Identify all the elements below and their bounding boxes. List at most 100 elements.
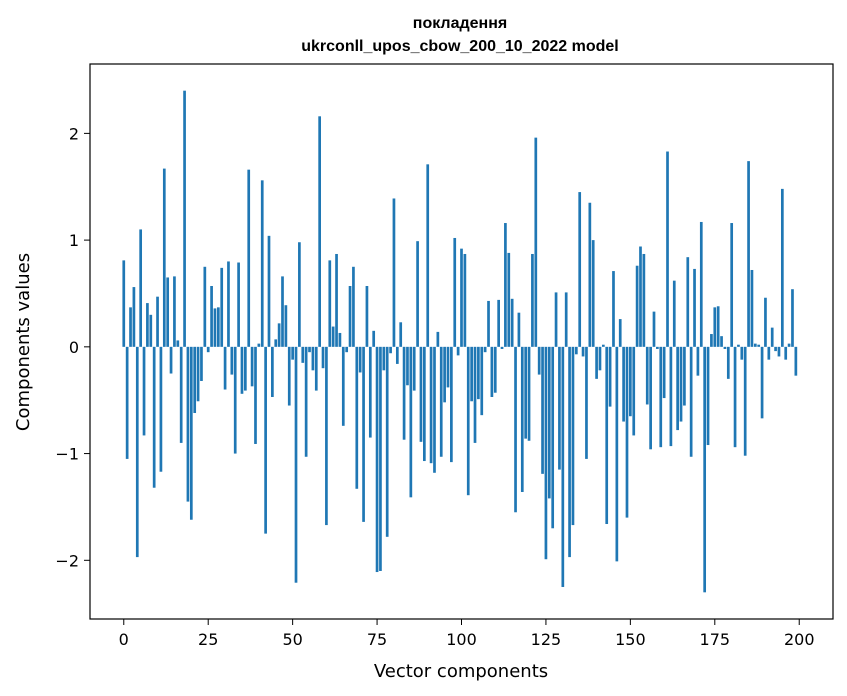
bar-61 (328, 260, 332, 347)
bar-169 (693, 268, 696, 347)
bar-29 (220, 267, 224, 347)
bar-80 (392, 198, 396, 347)
bar-5 (139, 229, 143, 347)
y-axis-label: Components values (13, 253, 34, 431)
bar-154 (642, 253, 646, 347)
bar-44 (271, 346, 274, 397)
bar-127 (551, 346, 555, 529)
bar-48 (284, 305, 288, 347)
bar-99 (456, 346, 460, 356)
bar-20 (189, 346, 193, 520)
bar-123 (537, 346, 541, 375)
bar-77 (382, 346, 386, 371)
bar-156 (649, 346, 652, 450)
bar-53 (301, 346, 305, 363)
bar-180 (730, 223, 734, 347)
y-tick-label: −1 (55, 445, 79, 464)
bar-series (122, 90, 798, 593)
bar-64 (338, 332, 342, 347)
bar-54 (304, 346, 308, 457)
bar-18 (183, 90, 186, 347)
bar-38 (250, 346, 254, 387)
bar-134 (574, 346, 578, 355)
bar-75 (375, 346, 379, 573)
bar-163 (672, 280, 676, 347)
bar-153 (639, 246, 642, 347)
bar-55 (308, 346, 311, 353)
bar-93 (436, 331, 440, 347)
bar-34 (237, 262, 240, 347)
x-tick-label: 200 (784, 630, 815, 649)
bar-19 (186, 346, 190, 502)
bar-73 (368, 346, 372, 438)
bar-176 (716, 306, 720, 347)
chart-subtitle: ukrconll_upos_cbow_200_10_2022 model (301, 38, 618, 55)
bar-162 (669, 346, 673, 447)
bar-135 (578, 192, 582, 347)
bar-24 (203, 266, 207, 347)
bar-23 (200, 346, 203, 381)
bar-40 (257, 343, 261, 347)
bar-173 (706, 346, 710, 446)
bar-76 (379, 346, 382, 571)
bar-120 (527, 346, 531, 441)
bar-178 (723, 346, 727, 349)
bar-57 (314, 346, 318, 391)
bar-67 (348, 286, 352, 347)
bar-51 (294, 346, 298, 583)
bar-71 (362, 346, 365, 522)
bar-68 (352, 266, 355, 347)
bar-185 (747, 161, 750, 347)
y-tick-label: 0 (69, 338, 79, 357)
bar-32 (230, 346, 234, 375)
bar-21 (193, 346, 197, 414)
bar-155 (645, 346, 649, 405)
bar-136 (581, 346, 585, 357)
y-tick-label: −2 (55, 551, 79, 570)
bar-31 (227, 261, 230, 347)
bar-105 (477, 346, 480, 400)
bar-170 (696, 346, 700, 376)
x-tick-label: 50 (282, 630, 302, 649)
bar-119 (524, 346, 528, 439)
bar-16 (176, 340, 180, 347)
bar-158 (656, 346, 659, 349)
x-tick-label: 75 (367, 630, 387, 649)
bar-17 (179, 346, 183, 443)
x-tick-label: 0 (119, 630, 129, 649)
bar-0 (122, 260, 126, 347)
bar-195 (780, 188, 784, 347)
bar-131 (564, 292, 568, 347)
bar-49 (287, 346, 291, 406)
bar-95 (443, 346, 446, 403)
bar-128 (554, 292, 558, 347)
bar-86 (412, 346, 416, 391)
bar-62 (331, 326, 335, 347)
bar-150 (629, 346, 632, 417)
bar-151 (632, 346, 636, 436)
bar-129 (558, 346, 561, 470)
x-tick-label: 100 (446, 630, 477, 649)
bar-111 (497, 299, 500, 347)
bar-198 (791, 289, 794, 347)
bar-12 (162, 168, 166, 347)
bar-85 (409, 346, 413, 498)
bar-46 (277, 323, 281, 347)
bar-36 (244, 346, 247, 391)
bar-190 (764, 297, 767, 347)
bar-56 (311, 346, 315, 371)
bar-186 (750, 269, 754, 347)
bar-33 (233, 346, 237, 454)
bar-83 (402, 346, 406, 440)
bar-22 (196, 346, 200, 402)
bar-144 (608, 346, 612, 407)
bar-102 (466, 346, 470, 496)
bar-30 (223, 346, 227, 390)
bar-70 (358, 346, 362, 373)
bar-145 (612, 271, 615, 347)
bar-194 (777, 346, 781, 357)
bar-50 (291, 346, 294, 360)
bar-52 (298, 242, 301, 347)
bar-113 (504, 223, 507, 347)
